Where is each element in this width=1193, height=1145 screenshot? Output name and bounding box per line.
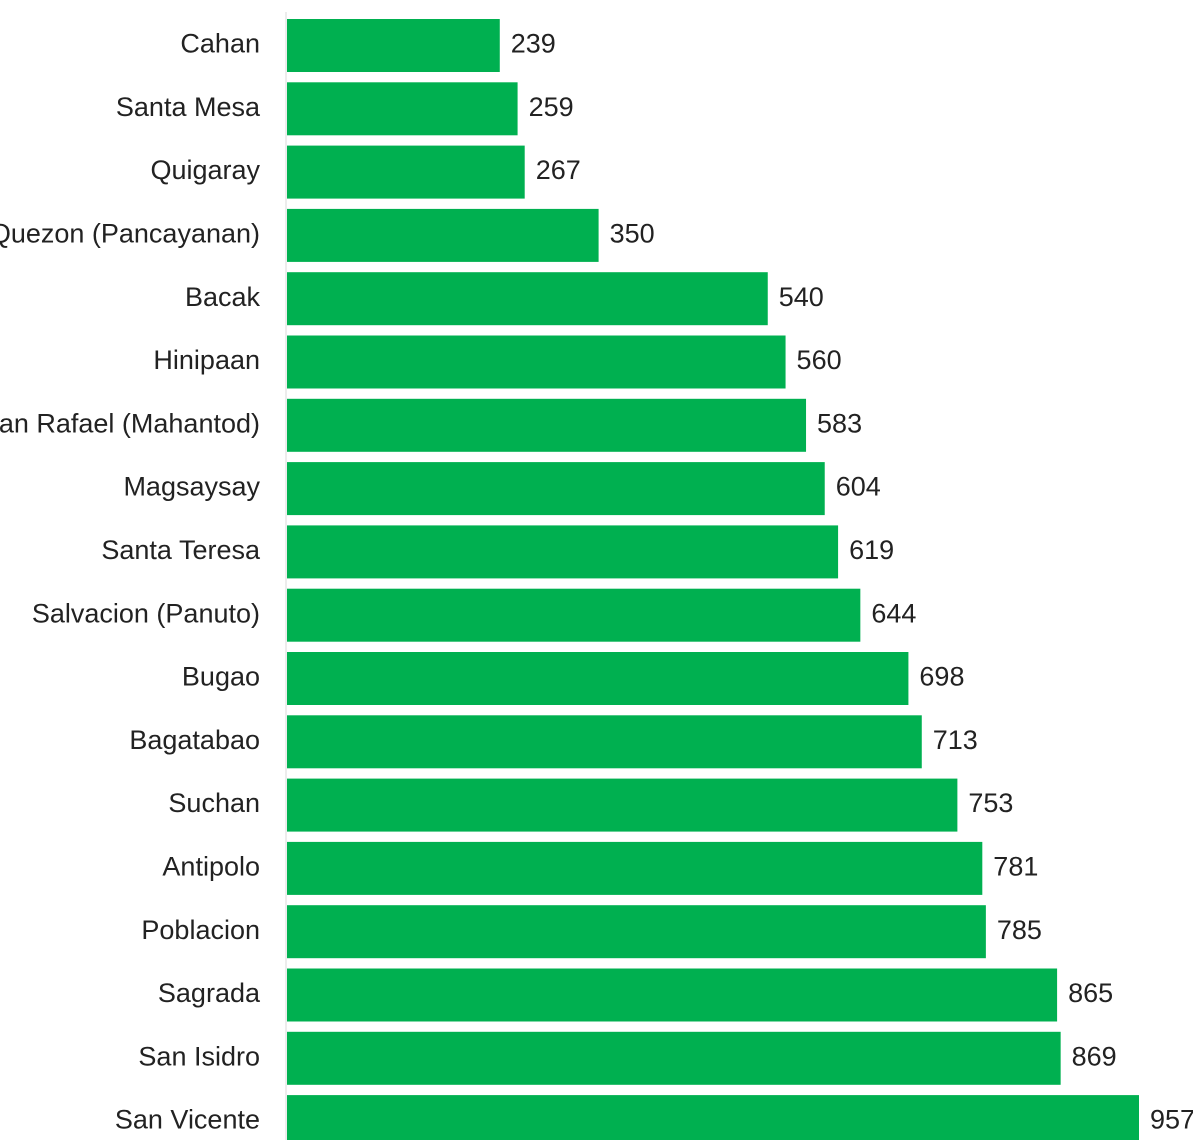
data-label: 259 [529, 92, 574, 122]
bar [287, 1095, 1139, 1145]
bar [287, 905, 986, 959]
data-label: 865 [1068, 978, 1113, 1008]
data-label: 560 [797, 345, 842, 375]
category-label: Antipolo [162, 852, 260, 882]
category-label: Bugao [182, 662, 260, 692]
data-label: 583 [817, 408, 862, 438]
bar [287, 19, 500, 72]
data-label: 540 [779, 282, 824, 312]
category-label: Bacak [185, 282, 261, 312]
bar [287, 335, 786, 389]
data-label: 267 [536, 155, 581, 185]
category-label: San Rafael (Mahantod) [0, 408, 260, 438]
category-label: Santa Teresa [101, 535, 261, 565]
data-label: 350 [610, 219, 655, 249]
data-label: 239 [511, 29, 556, 59]
category-label: Hinipaan [153, 345, 260, 375]
bar [287, 398, 807, 452]
category-label: Bagatabao [129, 725, 260, 755]
category-label: San Vicente [115, 1105, 260, 1135]
bar [287, 778, 958, 832]
bar [287, 841, 983, 895]
data-label: 604 [836, 472, 881, 502]
category-label: Salvacion (Panuto) [32, 598, 260, 628]
bar [287, 272, 768, 326]
category-label: Cahan [180, 29, 260, 59]
bars-layer: Cahan 239 Santa Mesa 259 Quigaray 267 Quezon (… [0, 19, 1193, 1145]
bar [287, 145, 525, 199]
category-label: Santa Mesa [116, 92, 261, 122]
bar [287, 715, 922, 769]
data-label: 869 [1072, 1041, 1117, 1071]
data-label: 785 [997, 915, 1042, 945]
bar [287, 588, 861, 642]
data-label: 698 [919, 662, 964, 692]
category-label: San Isidro [138, 1041, 260, 1071]
data-label: 957 [1150, 1105, 1193, 1135]
data-label: 644 [871, 598, 916, 628]
bar [287, 82, 518, 136]
data-label: 713 [933, 725, 978, 755]
category-label: Poblacion [141, 915, 260, 945]
bar [287, 462, 825, 516]
bar [287, 652, 909, 705]
bar [287, 208, 599, 262]
category-label: Magsaysay [123, 472, 260, 502]
bar [287, 968, 1058, 1022]
bar [287, 525, 839, 579]
data-label: 753 [968, 788, 1013, 818]
category-label: Suchan [168, 788, 260, 818]
category-label: Quigaray [150, 155, 260, 185]
category-label: Quezon (Pancayanan) [0, 219, 260, 249]
data-label: 781 [993, 852, 1038, 882]
data-label: 619 [849, 535, 894, 565]
bar [287, 1031, 1061, 1085]
category-label: Sagrada [158, 978, 261, 1008]
